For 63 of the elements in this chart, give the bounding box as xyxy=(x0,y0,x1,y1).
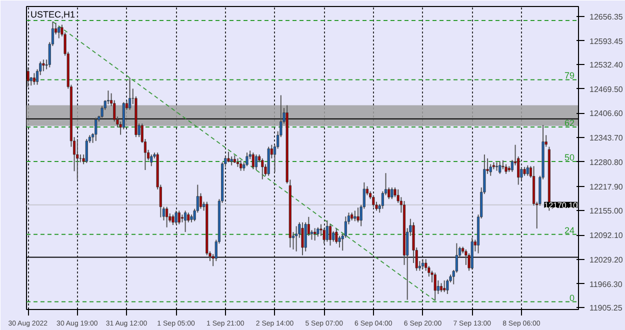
candlestick xyxy=(178,210,180,225)
candlestick xyxy=(252,152,254,170)
chart-title: USTEC,H1 xyxy=(30,10,76,20)
candlestick xyxy=(322,228,326,244)
y-tick-label: 12532.40 xyxy=(590,60,624,70)
candlestick xyxy=(356,207,360,223)
candlestick xyxy=(443,280,446,293)
candlestick xyxy=(316,226,320,238)
y-tick-label: 11905.25 xyxy=(590,303,623,312)
candlestick xyxy=(76,138,79,180)
candlestick xyxy=(526,164,529,176)
candlestick xyxy=(295,226,298,252)
candlestick xyxy=(172,214,174,226)
candlestick xyxy=(240,160,242,172)
candlestick xyxy=(227,151,230,163)
candlestick xyxy=(390,186,394,200)
candlestick xyxy=(314,228,316,242)
y-tick-label: 12092.10 xyxy=(590,231,624,240)
annotation: 50 xyxy=(564,152,575,162)
candlestick xyxy=(128,77,132,110)
candlestick xyxy=(335,228,338,244)
candlestick xyxy=(32,72,36,86)
candlestick xyxy=(26,66,30,88)
candlestick xyxy=(421,258,424,270)
candlestick xyxy=(174,210,178,225)
candlestick xyxy=(328,224,332,246)
y-tick-label: 11966.30 xyxy=(590,280,623,289)
candlestick xyxy=(184,210,187,233)
annotation: 24 xyxy=(564,225,575,236)
ref-line-label: 12170.10 xyxy=(544,200,578,210)
y-tick-label: 12469.50 xyxy=(590,84,624,94)
candlestick xyxy=(372,194,375,208)
y-tick-label: 12343.70 xyxy=(590,134,624,143)
candlestick xyxy=(254,154,258,171)
candlestick xyxy=(446,278,449,294)
candlestick xyxy=(338,235,341,248)
candlestick xyxy=(166,206,168,228)
y-tick-label: 12656.35 xyxy=(590,12,624,22)
y-tick-label: 12406.60 xyxy=(590,109,624,118)
candlestick xyxy=(187,212,190,223)
candlestick xyxy=(106,90,110,105)
candlestick xyxy=(94,117,98,142)
candlestick xyxy=(498,160,502,174)
y-tick-label: 12280.80 xyxy=(590,158,624,167)
y-tick-label: 12593.45 xyxy=(590,36,624,46)
candlestick xyxy=(42,59,45,72)
candlestick xyxy=(326,220,328,242)
candlestick xyxy=(85,138,88,164)
y-tick-label: 12217.90 xyxy=(590,182,624,192)
candlestick xyxy=(199,192,202,210)
candlestick xyxy=(246,152,248,167)
annotation: 62 xyxy=(564,118,575,128)
annotation: 79 xyxy=(564,70,575,81)
y-tick-label: 12029.20 xyxy=(590,255,624,264)
candlestick xyxy=(58,26,60,39)
candlestick xyxy=(504,164,508,174)
candlestick xyxy=(354,210,356,222)
candlestick xyxy=(301,222,304,256)
candlestick xyxy=(261,158,264,180)
y-tick-label: 12155.00 xyxy=(590,206,624,216)
annotation: 0 xyxy=(569,292,575,303)
candlestick xyxy=(150,154,153,167)
candlestick xyxy=(434,272,436,302)
